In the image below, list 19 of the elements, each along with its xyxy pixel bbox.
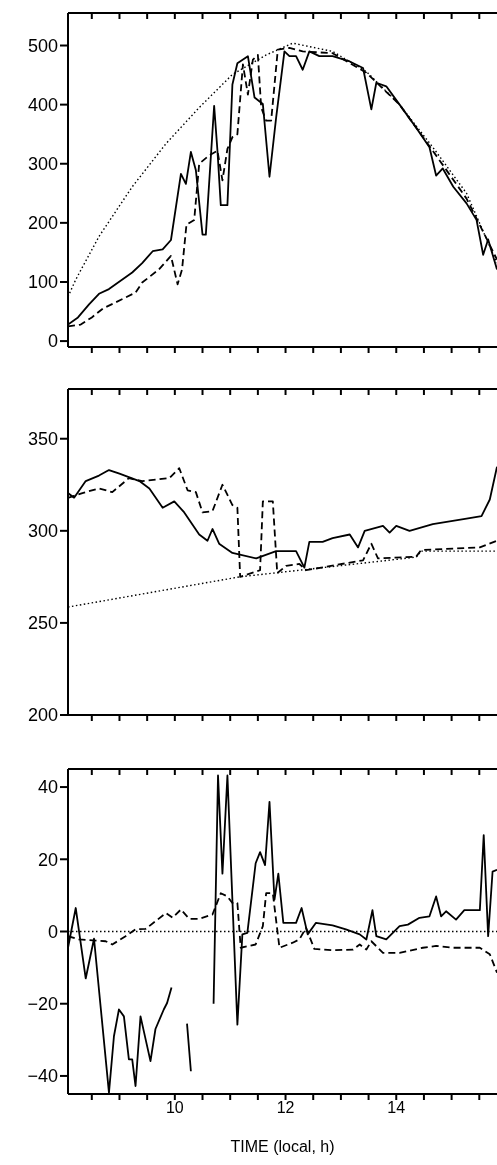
y-tick-label: 0: [47, 921, 58, 942]
y-tick-label: 100: [27, 272, 58, 293]
y-tick-label: 350: [27, 429, 58, 450]
y-tick-label: 250: [27, 613, 58, 634]
x-tick-label: 10: [165, 1099, 184, 1117]
x-tick-label: 12: [276, 1099, 295, 1117]
y-tick-label: 300: [27, 154, 58, 175]
y-tick-label: 20: [37, 849, 58, 870]
y-tick-label: 200: [27, 213, 58, 234]
y-tick-label: −20: [27, 994, 58, 1015]
y-tick-label: −40: [27, 1066, 58, 1087]
y-tick-label: 40: [37, 777, 58, 798]
x-tick-label: 14: [387, 1099, 406, 1117]
y-tick-label: 300: [27, 521, 58, 542]
y-tick-label: 500: [27, 35, 58, 56]
y-tick-label: 0: [47, 331, 58, 352]
y-tick-label: 400: [27, 95, 58, 116]
y-tick-label: 200: [27, 705, 58, 726]
x-axis-title: TIME (local, h): [230, 1138, 335, 1155]
